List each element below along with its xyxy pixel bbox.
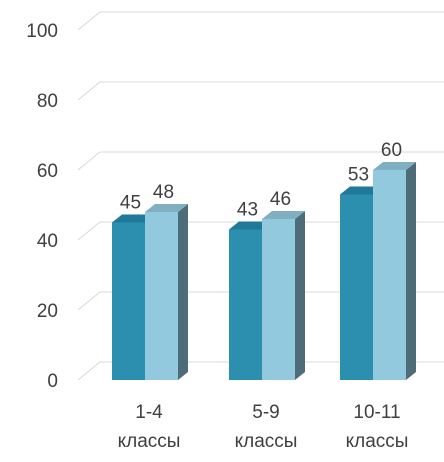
y-tick-label: 100 <box>26 21 58 42</box>
gridline <box>77 291 444 311</box>
y-tick-label: 20 <box>37 301 58 322</box>
y-tick-label: 60 <box>37 161 58 182</box>
bar <box>145 212 178 380</box>
bar-side <box>406 162 416 380</box>
gridline <box>77 151 444 171</box>
bar-top <box>373 162 416 170</box>
y-axis: 0 20 40 60 80 100 <box>26 21 58 392</box>
y-tick-label: 40 <box>37 231 58 252</box>
gridline <box>77 81 444 101</box>
bar <box>262 219 295 380</box>
data-label: 48 <box>153 182 174 203</box>
gridline <box>77 11 444 31</box>
bar-side <box>295 211 305 380</box>
bar <box>340 194 373 380</box>
y-tick-label: 80 <box>37 91 58 112</box>
bar-top <box>262 211 305 219</box>
data-label: 45 <box>120 193 141 214</box>
bar-top <box>145 204 188 212</box>
bar <box>373 170 406 380</box>
y-tick-label: 0 <box>47 371 58 392</box>
x-tick-label: классы <box>235 431 298 452</box>
data-labels: 45 48 43 46 53 60 <box>120 140 402 221</box>
gridlines <box>77 11 444 381</box>
bar-side <box>178 204 188 380</box>
data-label: 46 <box>270 189 291 210</box>
data-label: 43 <box>237 200 258 221</box>
bar-top <box>340 186 383 195</box>
data-label: 53 <box>348 165 369 186</box>
x-tick-label: 1-4 <box>135 402 163 423</box>
gridline <box>77 361 444 381</box>
bar <box>112 222 145 380</box>
gridline <box>77 221 444 241</box>
x-tick-label: 5-9 <box>252 402 279 423</box>
bar <box>229 229 262 380</box>
x-tick-label: 10-11 <box>353 402 400 423</box>
data-label: 60 <box>381 140 402 161</box>
x-axis: 1-4 классы 5-9 классы 10-11 классы <box>118 402 409 452</box>
bar-top <box>112 214 155 223</box>
x-tick-label: классы <box>346 431 409 452</box>
bar-top <box>229 221 272 230</box>
x-tick-label: классы <box>118 431 181 452</box>
bars <box>112 162 416 380</box>
